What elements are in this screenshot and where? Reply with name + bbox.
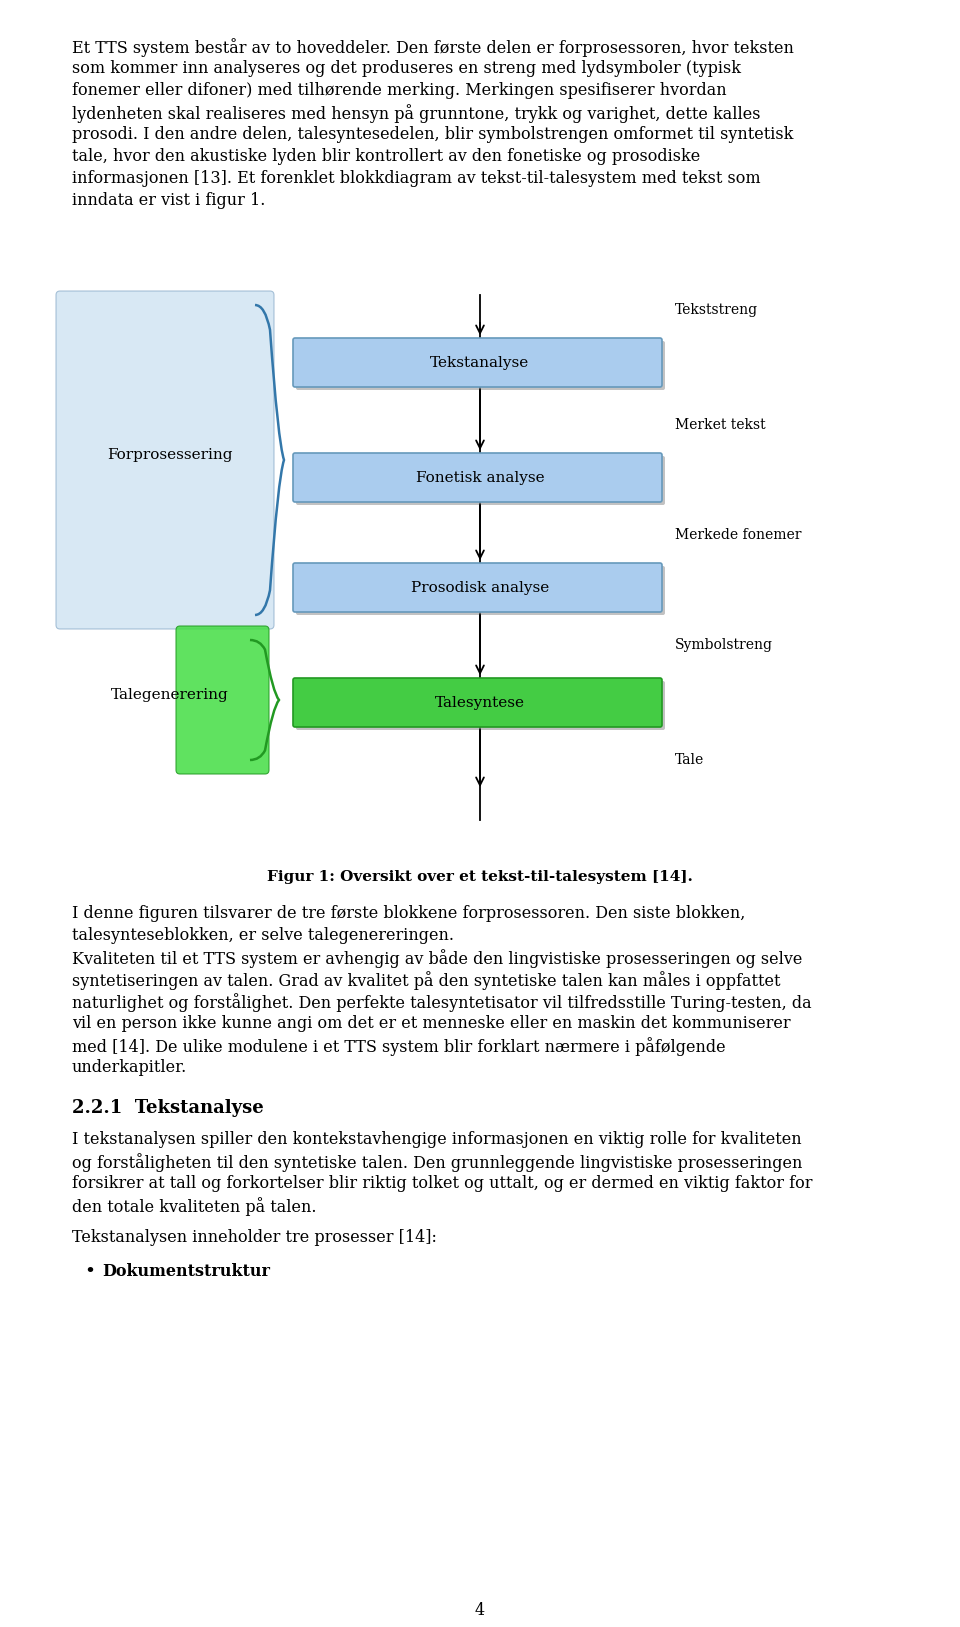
Text: Tekstanalysen inneholder tre prosesser [14]:: Tekstanalysen inneholder tre prosesser [… (72, 1228, 437, 1246)
FancyBboxPatch shape (293, 452, 662, 503)
FancyBboxPatch shape (56, 291, 274, 630)
Text: prosodi. I den andre delen, talesyntesedelen, blir symbolstrengen omformet til s: prosodi. I den andre delen, talesyntesed… (72, 125, 793, 143)
Text: Kvaliteten til et TTS system er avhengig av både den lingvistiske prosesseringen: Kvaliteten til et TTS system er avhengig… (72, 949, 803, 968)
Text: talesynteseblokken, er selve talegenereringen.: talesynteseblokken, er selve talegenerer… (72, 927, 454, 944)
Text: Merkede fonemer: Merkede fonemer (675, 529, 802, 542)
Text: I denne figuren tilsvarer de tre første blokkene forprosessoren. Den siste blokk: I denne figuren tilsvarer de tre første … (72, 905, 745, 923)
Text: Merket tekst: Merket tekst (675, 418, 766, 433)
Text: Et TTS system består av to hoveddeler. Den første delen er forprosessoren, hvor : Et TTS system består av to hoveddeler. D… (72, 37, 794, 57)
Text: vil en person ikke kunne angi om det er et menneske eller en maskin det kommunis: vil en person ikke kunne angi om det er … (72, 1015, 791, 1032)
Text: •: • (84, 1263, 95, 1280)
FancyBboxPatch shape (296, 456, 665, 504)
Text: Fonetisk analyse: Fonetisk analyse (416, 470, 544, 485)
Text: 2.2.1  Tekstanalyse: 2.2.1 Tekstanalyse (72, 1098, 264, 1118)
Text: I tekstanalysen spiller den kontekstavhengige informasjonen en viktig rolle for : I tekstanalysen spiller den kontekstavhe… (72, 1131, 802, 1149)
Text: som kommer inn analyseres og det produseres en streng med lydsymboler (typisk: som kommer inn analyseres og det produse… (72, 60, 741, 76)
FancyBboxPatch shape (293, 678, 662, 727)
Text: tale, hvor den akustiske lyden blir kontrollert av den fonetiske og prosodiske: tale, hvor den akustiske lyden blir kont… (72, 148, 700, 164)
Text: Tale: Tale (675, 753, 705, 766)
FancyBboxPatch shape (293, 338, 662, 387)
Text: underkapitler.: underkapitler. (72, 1059, 187, 1075)
Text: Tekststreng: Tekststreng (675, 303, 758, 317)
Text: inndata er vist i figur 1.: inndata er vist i figur 1. (72, 192, 265, 208)
FancyBboxPatch shape (293, 563, 662, 612)
Text: Talegenerering: Talegenerering (111, 688, 228, 701)
Text: syntetiseringen av talen. Grad av kvalitet på den syntetiske talen kan måles i o: syntetiseringen av talen. Grad av kvalit… (72, 971, 780, 989)
Text: naturlighet og forstålighet. Den perfekte talesyntetisator vil tilfredsstille Tu: naturlighet og forstålighet. Den perfekt… (72, 992, 811, 1012)
FancyBboxPatch shape (176, 626, 269, 774)
Text: og forståligheten til den syntetiske talen. Den grunnleggende lingvistiske prose: og forståligheten til den syntetiske tal… (72, 1154, 803, 1171)
Text: Prosodisk analyse: Prosodisk analyse (411, 581, 549, 594)
FancyBboxPatch shape (296, 566, 665, 615)
Text: Talesyntese: Talesyntese (435, 695, 525, 709)
Text: fonemer eller difoner) med tilhørende merking. Merkingen spesifiserer hvordan: fonemer eller difoner) med tilhørende me… (72, 81, 727, 99)
Text: den totale kvaliteten på talen.: den totale kvaliteten på talen. (72, 1197, 317, 1215)
Text: informasjonen [13]. Et forenklet blokkdiagram av tekst-til-talesystem med tekst : informasjonen [13]. Et forenklet blokkdi… (72, 169, 760, 187)
Text: Tekstanalyse: Tekstanalyse (430, 356, 530, 369)
Text: 4: 4 (475, 1603, 485, 1619)
Text: Dokumentstruktur: Dokumentstruktur (102, 1263, 270, 1280)
FancyBboxPatch shape (296, 342, 665, 390)
Text: Symbolstreng: Symbolstreng (675, 638, 773, 652)
Text: med [14]. De ulike modulene i et TTS system blir forklart nærmere i påfølgende: med [14]. De ulike modulene i et TTS sys… (72, 1036, 726, 1056)
Text: Forprosessering: Forprosessering (108, 447, 232, 462)
Text: lydenheten skal realiseres med hensyn på grunntone, trykk og varighet, dette kal: lydenheten skal realiseres med hensyn på… (72, 104, 760, 124)
Text: Figur 1: Oversikt over et tekst-til-talesystem [14].: Figur 1: Oversikt over et tekst-til-tale… (267, 870, 693, 883)
Text: forsikrer at tall og forkortelser blir riktig tolket og uttalt, og er dermed en : forsikrer at tall og forkortelser blir r… (72, 1175, 812, 1193)
FancyBboxPatch shape (296, 682, 665, 731)
